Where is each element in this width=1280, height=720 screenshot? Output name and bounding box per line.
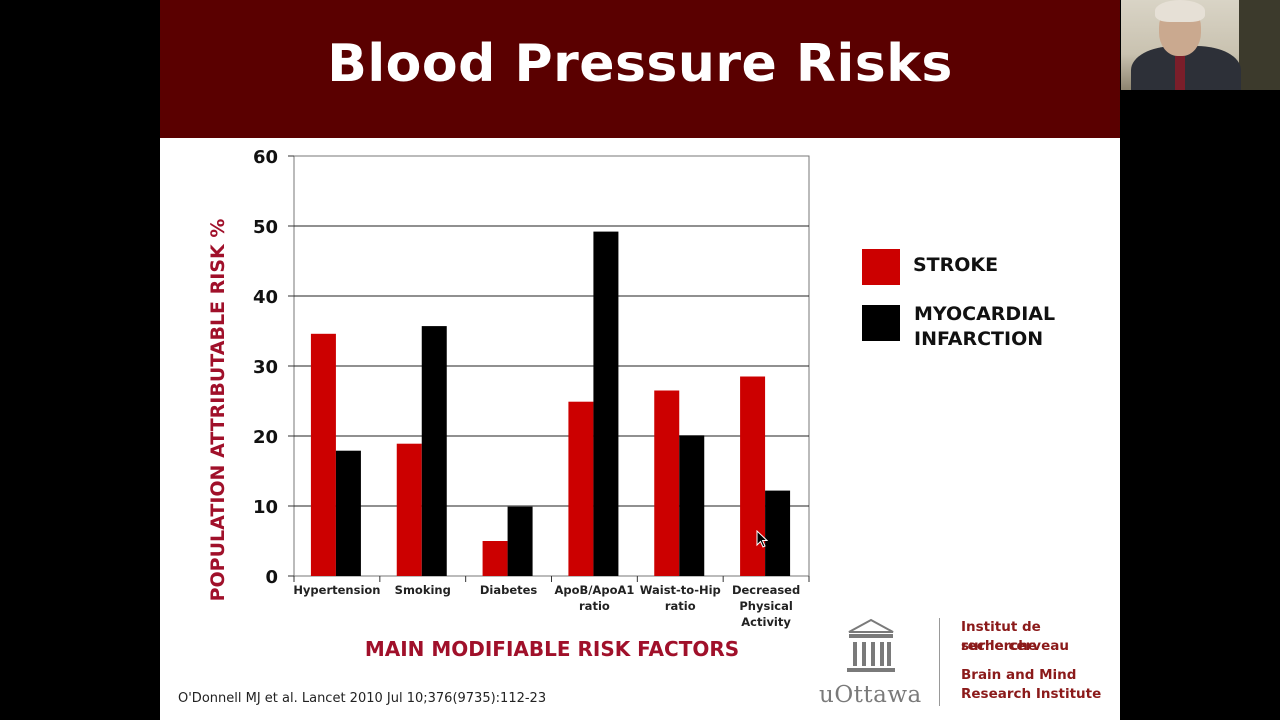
x-category-label: Physical [739,599,792,613]
x-category-label: Hypertension [293,583,380,597]
legend-mi-label: MYOCARDIAL INFARCTION [914,303,1056,350]
y-tick-label: 60 [253,147,278,168]
bar-mi-3 [593,231,619,576]
x-category-label: Smoking [395,583,451,597]
bar-mi-2 [507,506,533,576]
university-building-icon [847,618,895,672]
y-tick-label: 50 [253,217,278,238]
webcam-speaker-hair [1155,0,1205,22]
bar-stroke-1 [396,443,422,576]
institute-fr-line2: sur le cerveau [961,638,1069,654]
bar-mi-0 [335,450,361,576]
bar-stroke-0 [310,333,336,576]
x-category-label: Waist-to-Hip [640,583,721,597]
x-category-label: Decreased [732,583,800,597]
logo-divider [939,618,940,706]
bar-mi-4 [679,435,705,576]
x-category-label: Diabetes [480,583,538,597]
bar-stroke-2 [482,541,508,576]
y-tick-label: 10 [253,497,278,518]
bar-stroke-4 [654,390,680,576]
webcam-video-feed [1121,0,1280,90]
bar-mi-5 [765,490,791,576]
y-tick-label: 0 [265,567,278,588]
legend-stroke-swatch [862,249,900,285]
slide-title: Blood Pressure Risks [327,34,953,94]
legend-stroke-label: STROKE [913,254,999,276]
y-tick-label: 30 [253,357,278,378]
webcam-speaker-tie [1175,50,1185,90]
bar-stroke-3 [568,401,594,576]
x-category-label: ratio [579,599,610,613]
x-axis-title: MAIN MODIFIABLE RISK FACTORS [365,637,739,661]
legend-mi-swatch [862,305,900,341]
x-category-label: ApoB/ApoA1 [554,583,634,597]
x-category-label: Activity [741,615,791,629]
uottawa-logo: uOttawa Institut de recherche sur le cer… [815,614,1115,714]
y-tick-label: 40 [253,287,278,308]
institute-en-line2: Research Institute [961,686,1102,702]
mouse-cursor-icon [756,530,768,548]
title-bar: Blood Pressure Risks [160,0,1120,138]
y-axis-title: POPULATION ATTRIBUTABLE RISK % [207,219,229,602]
x-category-label: ratio [665,599,696,613]
institute-en-line1: Brain and Mind [961,667,1077,683]
bar-mi-1 [421,326,447,576]
institute-fr-line1: Institut de recherche [961,619,1041,654]
y-tick-label: 20 [253,427,278,448]
citation: O'Donnell MJ et al. Lancet 2010 Jul 10;3… [178,691,547,706]
uottawa-wordmark: uOttawa [819,682,922,708]
webcam-background-shelf [1239,0,1280,90]
